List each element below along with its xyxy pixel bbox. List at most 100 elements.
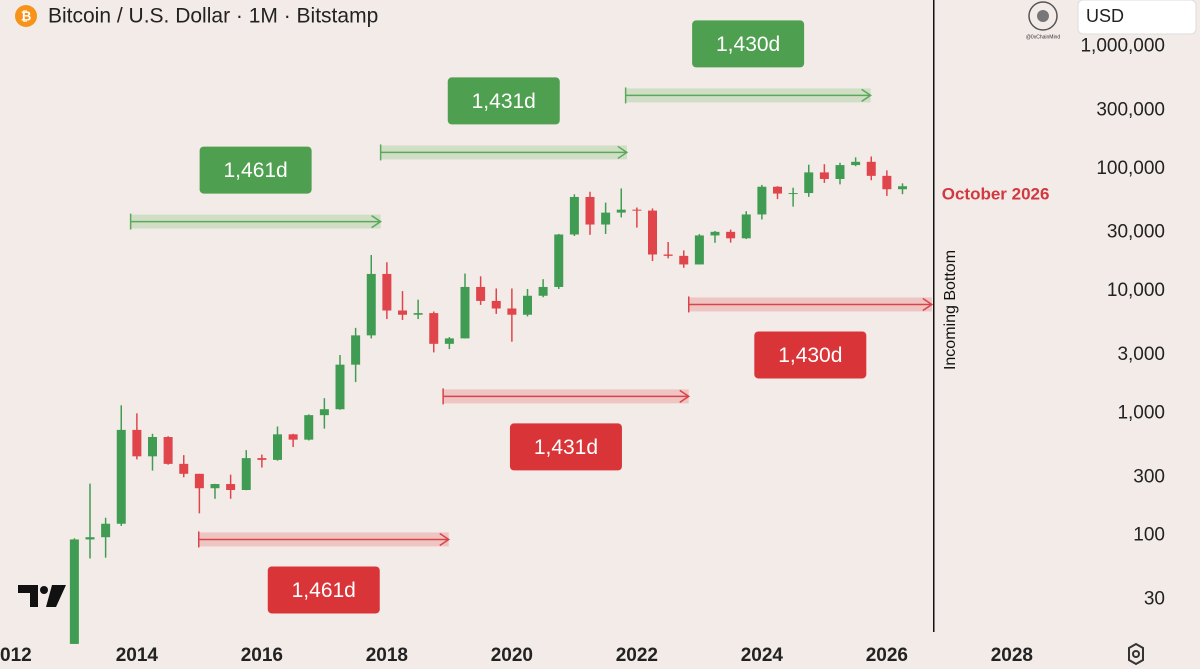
range-label-box: [754, 331, 867, 379]
candle-body: [241, 458, 251, 490]
range: 1,431d: [442, 388, 691, 471]
range-arrowhead: [861, 88, 872, 103]
currency-label[interactable]: USD: [1086, 6, 1124, 26]
range-label: 1,430d: [716, 33, 780, 56]
candle-body: [679, 255, 689, 265]
candle-body: [741, 214, 751, 239]
candle-body: [569, 196, 579, 235]
y-tick-label: 30: [1144, 589, 1165, 610]
candle-body: [288, 434, 298, 440]
range-label: 1,431d: [472, 90, 536, 113]
candle-body: [69, 539, 79, 644]
x-tick-label: 2024: [741, 645, 784, 666]
candle-body: [210, 484, 220, 489]
range: 1,431d: [379, 77, 629, 161]
candle-body: [507, 308, 517, 315]
marker-label: Incoming Bottom: [942, 250, 959, 370]
range-label: 1,431d: [534, 436, 598, 459]
candle-body: [148, 437, 157, 457]
y-tick-label: 100,000: [1096, 158, 1165, 179]
x-tick-label: 2022: [616, 645, 658, 666]
range-label-box: [447, 77, 560, 125]
symbol-title: Bitcoin / U.S. Dollar · 1M · Bitstamp: [48, 5, 378, 28]
x-tick-label: 2016: [241, 645, 283, 666]
candle-body: [554, 234, 564, 287]
y-tick-label: 1,000: [1117, 402, 1165, 423]
candle-body: [757, 186, 767, 215]
candle-body: [116, 429, 126, 524]
range-label: 1,461d: [292, 579, 356, 602]
range: 1,461d: [198, 531, 451, 614]
range-arrowhead: [439, 532, 451, 547]
candle-body: [491, 300, 501, 309]
candle-body: [319, 409, 329, 416]
candle-body: [163, 437, 173, 464]
range-label-box: [267, 566, 380, 614]
y-tick-label: 300,000: [1096, 99, 1165, 120]
range-arrowhead: [922, 297, 934, 312]
candle-body: [476, 286, 486, 301]
range-arrowhead: [617, 145, 629, 160]
candle-body: [132, 429, 142, 457]
candle-body: [101, 523, 111, 538]
x-tick-label: 2026: [866, 645, 908, 666]
range: 1,461d: [129, 146, 382, 230]
candle-body: [726, 231, 736, 239]
candle-body: [523, 295, 532, 315]
candle-body: [851, 161, 861, 166]
y-tick-label: 3,000: [1117, 344, 1165, 365]
candle-body: [819, 172, 829, 179]
candle-body: [585, 196, 595, 225]
y-tick-label: 300: [1133, 466, 1165, 487]
watermark-logo: [1028, 1, 1058, 31]
y-tick-label: 30,000: [1107, 222, 1165, 243]
watermark-text: @0xChainMind: [1026, 34, 1060, 40]
candle-body: [882, 175, 892, 190]
candle-body: [538, 286, 548, 296]
candle-body: [788, 193, 798, 195]
candle-body: [226, 484, 236, 490]
candle-body: [366, 273, 376, 336]
candle-body: [179, 463, 189, 474]
candle-body: [444, 338, 454, 344]
candle-body: [866, 161, 876, 176]
candle-body: [694, 235, 704, 265]
x-tick-label: 2028: [991, 645, 1033, 666]
range-label: 1,461d: [224, 159, 288, 182]
candle-body: [601, 212, 611, 225]
candle-body: [304, 415, 314, 440]
y-tick-label: 10,000: [1107, 280, 1165, 301]
candle-body: [257, 458, 267, 460]
range: 1,430d: [624, 20, 872, 104]
candle-body: [413, 313, 423, 315]
range-arrowhead: [679, 389, 691, 404]
range-label-box: [692, 20, 805, 68]
y-tick-label: 100: [1133, 525, 1165, 546]
candle-body: [429, 313, 439, 344]
candle-body: [632, 209, 642, 211]
x-tick-label: 2018: [366, 645, 408, 666]
candle-body: [835, 165, 845, 179]
candle-body: [335, 364, 345, 410]
currency-button[interactable]: [1077, 0, 1197, 35]
candle-body: [616, 209, 626, 213]
candle-body: [710, 231, 720, 236]
candle-body: [382, 273, 392, 311]
range: 1,430d: [688, 296, 934, 379]
x-tick-label: 2014: [116, 645, 159, 666]
candle-body: [398, 310, 407, 315]
candle-body: [648, 210, 657, 255]
marker-date: October 2026: [942, 184, 1050, 203]
bitcoin-glyph: ₿: [21, 8, 32, 23]
candle-body: [351, 335, 361, 365]
candle-body: [898, 186, 907, 190]
candle-body: [804, 172, 814, 194]
range-label-box: [509, 423, 622, 471]
settings-icon[interactable]: [1128, 642, 1144, 666]
candle-body: [773, 186, 782, 194]
candle-body: [273, 434, 282, 460]
range-label-box: [199, 146, 312, 194]
